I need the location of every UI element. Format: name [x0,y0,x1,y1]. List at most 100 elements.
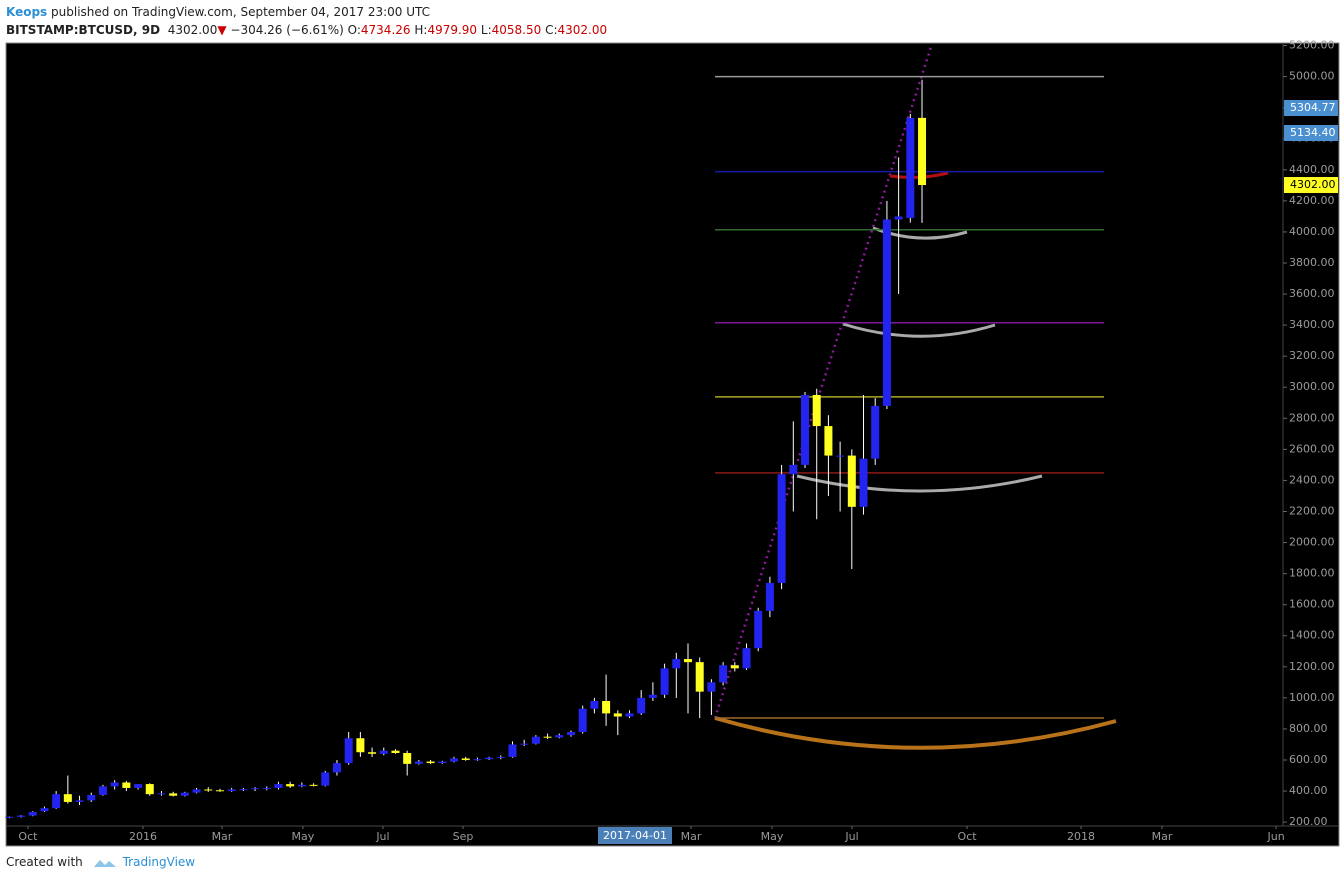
x-tick-label: Oct [18,830,38,843]
candle-body [660,668,669,695]
candle-body [251,788,260,790]
y-tick-label: 2000.00 [1289,536,1335,549]
x-tick-label: Jul [375,830,389,843]
y-tick-label: 800.00 [1289,722,1328,735]
price-tag-bg [1284,100,1338,116]
header: Keops published on TradingView.com, Sept… [6,3,607,39]
candle-body [496,756,505,758]
candle-body [391,750,400,754]
candle-body [742,648,751,669]
candle-body [438,761,447,764]
c-label: C: [545,23,558,37]
pane [5,42,1340,847]
y-tick-label: 1000.00 [1289,691,1335,704]
candle-body [777,474,786,583]
candle-body [871,405,880,459]
candle-body [684,659,693,663]
candle-body [17,815,26,817]
candle-body [110,782,119,787]
candle-body [286,784,295,787]
candle-body [52,794,61,809]
arc [796,474,1043,493]
x-tick-label: Mar [1152,830,1173,843]
candle-body [75,800,84,802]
candle-body [566,732,575,736]
candle-body [204,789,213,791]
symbol: BITSTAMP:BTCUSD, 9D [6,23,161,37]
open: 4734.26 [360,23,411,37]
candle-body [602,700,611,714]
candle-body [157,793,166,795]
candle-body [28,812,37,816]
published: published on TradingView.com, September … [51,5,431,19]
y-tick-label: 5200.00 [1289,39,1335,52]
x-tick-label: 2018 [1067,830,1095,843]
o-label: O: [347,23,361,37]
x-tick-label: Sep [453,830,474,843]
y-tick-label: 4000.00 [1289,225,1335,238]
x-tick-label: May [292,830,315,843]
candle-body [801,395,810,465]
candle-body [824,426,833,456]
brand[interactable]: TradingView [122,855,196,869]
candle-body [894,216,903,220]
candle-body [344,738,353,764]
l-label: L: [480,23,492,37]
y-tick-label: 1600.00 [1289,598,1335,611]
candle-body [40,808,49,812]
candle-body [368,752,377,754]
candle-body [613,713,622,717]
candle-body [145,784,154,795]
candle-body [812,395,821,427]
candle-body [473,759,482,761]
arc [842,322,996,338]
arc [872,226,968,240]
author[interactable]: Keops [6,5,48,19]
y-tick-label: 3800.00 [1289,256,1335,269]
crosshair-label: 2017-04-01 [603,829,667,842]
candle-body [180,792,189,796]
candle-body [98,786,107,795]
candle-body [754,610,763,649]
last-price-label: 4302.00 [1290,178,1336,191]
candle-body [403,753,412,764]
candle-body [578,708,587,733]
footer: Created with TradingView [6,855,195,869]
chart: 2017-04-01 200.00 400.00 600.00 800.00 1000.… [5,39,1340,847]
candle-body [192,789,201,793]
candle-body [625,713,634,717]
price-tag-bg [1284,125,1338,141]
candle-body [87,794,96,801]
x-tick-label: Mar [681,830,702,843]
candle-body [906,117,915,218]
candle-body [637,697,646,714]
candle-body [239,789,248,791]
h-label: H: [414,23,428,37]
x-tick-label: Jul [844,830,858,843]
candle-body [215,790,224,792]
x-tick-label: 2016 [129,830,157,843]
x-tick-label: May [761,830,784,843]
candle-body [5,816,14,818]
candle-body [836,455,845,457]
arrow: ▼ [217,23,227,37]
x-tick-label: Mar [212,830,233,843]
price-tag: 5304.77 [1290,101,1336,114]
candle-body [414,761,423,764]
candle-body [590,700,599,709]
candle-body [134,784,143,788]
y-tick-label: 2800.00 [1289,411,1335,424]
candle-body [227,789,236,792]
y-tick-label: 3000.00 [1289,380,1335,393]
candle-body [449,758,458,762]
change: −304.26 (−6.61%) [230,23,344,37]
candle-body [508,744,517,757]
candle-body [169,793,178,796]
y-tick-label: 1800.00 [1289,567,1335,580]
candle-body [274,784,283,788]
candle-body [297,784,306,787]
candle-body [321,772,330,786]
candle-body [882,219,891,406]
candle-body [719,665,728,683]
